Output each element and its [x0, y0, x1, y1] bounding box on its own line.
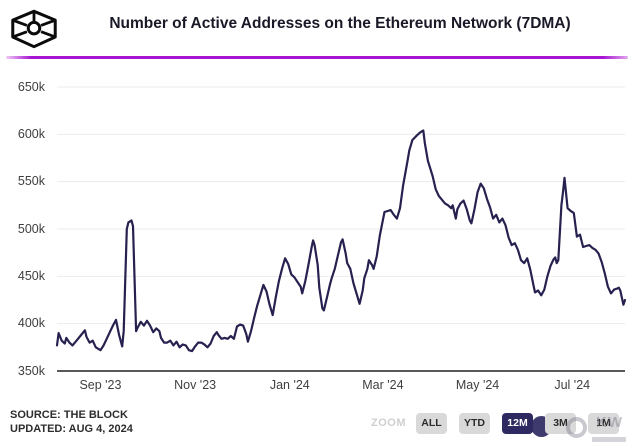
- range-button-all[interactable]: ALL: [416, 412, 447, 434]
- source-attribution: SOURCE: THE BLOCK UPDATED: AUG 4, 2024: [10, 408, 133, 436]
- range-button-1m[interactable]: 1M: [588, 412, 619, 434]
- header-divider: [6, 56, 628, 59]
- y-axis-tick-label: 650k: [17, 79, 45, 94]
- y-axis-tick-label: 600k: [17, 126, 45, 141]
- x-axis-tick-label: Nov '23: [174, 378, 217, 392]
- the-block-logo: [11, 9, 57, 49]
- source-label: SOURCE: THE BLOCK: [10, 409, 128, 421]
- y-axis-tick-label: 550k: [17, 174, 45, 189]
- y-axis-tick-label: 450k: [17, 268, 45, 283]
- x-axis-tick-label: Jan '24: [269, 378, 310, 392]
- series-line: [55, 129, 627, 353]
- x-axis-tick-label: Mar '24: [362, 378, 404, 392]
- range-button-12m[interactable]: 12M: [502, 412, 533, 434]
- y-axis-tick-label: 400k: [17, 316, 45, 331]
- updated-label: UPDATED: AUG 4, 2024: [10, 423, 133, 435]
- zoom-label: ZOOM: [371, 417, 406, 429]
- x-axis-tick-label: May '24: [455, 378, 500, 392]
- x-axis-tick-label: Jul '24: [554, 378, 591, 392]
- range-button-3m[interactable]: 3M: [545, 412, 576, 434]
- range-button-ytd[interactable]: YTD: [459, 412, 490, 434]
- y-axis-tick-label: 500k: [17, 221, 45, 236]
- chart-title: Number of Active Addresses on the Ethere…: [109, 15, 571, 32]
- x-axis-tick-label: Sep '23: [79, 378, 122, 392]
- range-controls: ZOOM ALL YTD 12M 3M 1M: [371, 412, 619, 434]
- y-axis-tick-label: 350k: [17, 363, 45, 378]
